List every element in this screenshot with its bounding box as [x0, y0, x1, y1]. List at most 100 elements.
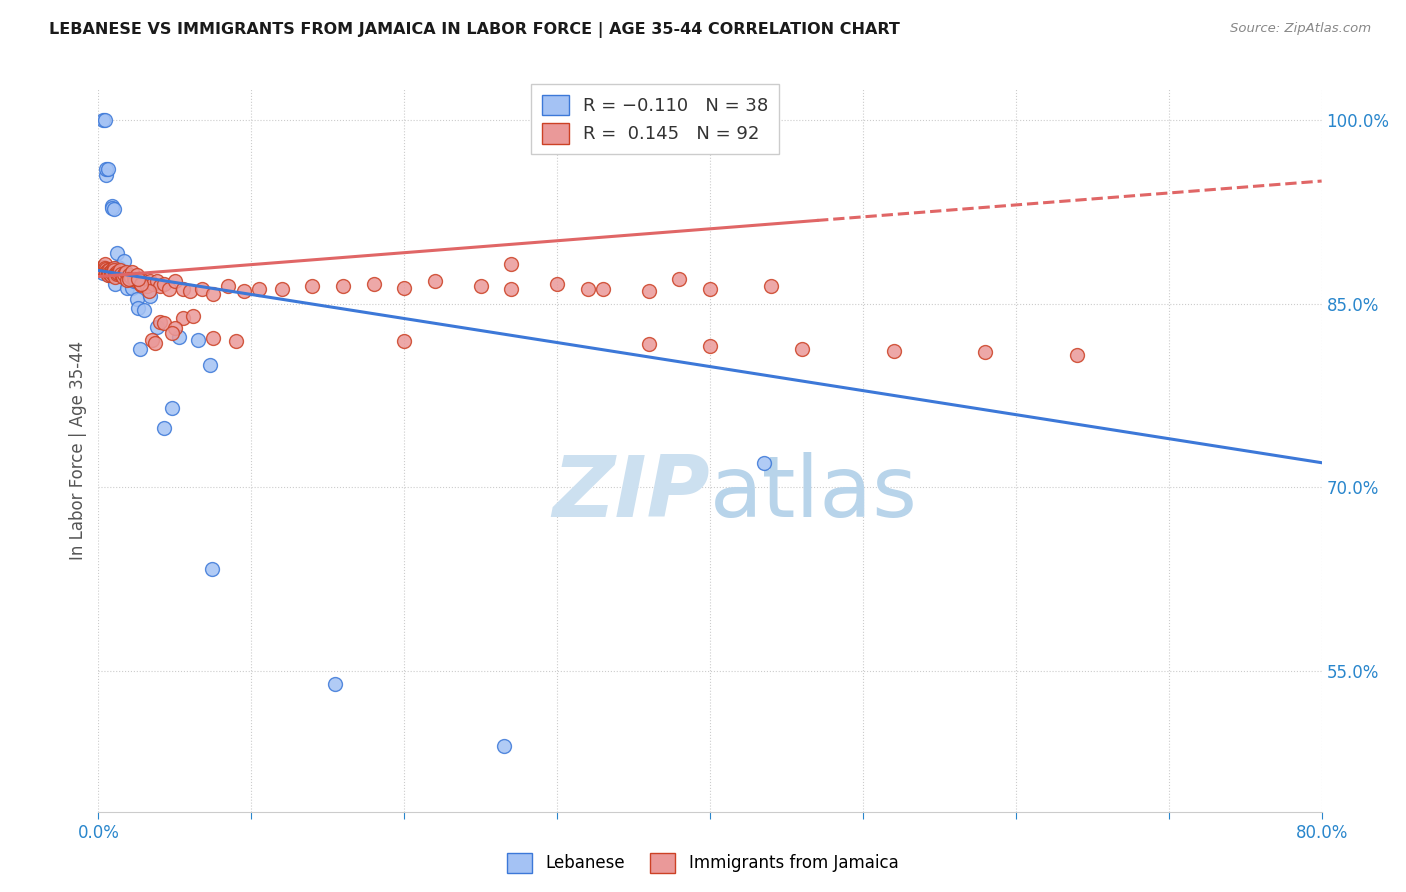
- Point: [91, 260, 114, 274]
- Point: [187, 333, 209, 347]
- Point: [97, 268, 120, 283]
- Point: [332, 279, 354, 293]
- Point: [325, 677, 347, 691]
- Point: [492, 739, 515, 753]
- Point: [97, 266, 120, 280]
- Point: [127, 272, 149, 286]
- Point: [97, 263, 120, 277]
- Point: [94, 265, 117, 279]
- Point: [145, 319, 167, 334]
- Point: [121, 265, 143, 279]
- Point: [98, 265, 121, 279]
- Point: [163, 275, 186, 289]
- Point: [699, 339, 721, 353]
- Point: [392, 334, 416, 349]
- Point: [232, 285, 254, 299]
- Point: [120, 272, 142, 286]
- Point: [101, 198, 124, 212]
- Point: [181, 309, 204, 323]
- Point: [100, 265, 122, 279]
- Point: [160, 326, 183, 340]
- Point: [91, 262, 114, 277]
- Point: [129, 278, 152, 293]
- Point: [94, 262, 117, 277]
- Point: [198, 358, 221, 372]
- Point: [103, 260, 125, 275]
- Point: [100, 266, 122, 280]
- Point: [163, 321, 186, 335]
- Point: [225, 334, 247, 349]
- Point: [149, 315, 172, 329]
- Point: [93, 260, 115, 275]
- Point: [470, 279, 492, 293]
- Point: [127, 301, 149, 316]
- Point: [117, 280, 139, 294]
- Point: [110, 267, 132, 281]
- Point: [138, 285, 160, 299]
- Text: Source: ZipAtlas.com: Source: ZipAtlas.com: [1230, 22, 1371, 36]
- Point: [149, 279, 172, 293]
- Point: [301, 279, 323, 293]
- Text: LEBANESE VS IMMIGRANTS FROM JAMAICA IN LABOR FORCE | AGE 35-44 CORRELATION CHART: LEBANESE VS IMMIGRANTS FROM JAMAICA IN L…: [49, 22, 900, 38]
- Point: [101, 266, 124, 280]
- Point: [592, 282, 614, 296]
- Point: [104, 267, 127, 281]
- Point: [200, 562, 222, 576]
- Point: [501, 257, 523, 271]
- Point: [105, 246, 128, 260]
- Point: [127, 273, 149, 287]
- Point: [752, 456, 775, 470]
- Point: [169, 329, 191, 343]
- Point: [94, 168, 117, 182]
- Point: [217, 279, 239, 293]
- Point: [883, 344, 905, 359]
- Point: [423, 275, 446, 289]
- Point: [104, 269, 127, 284]
- Point: [637, 285, 661, 299]
- Point: [546, 277, 568, 291]
- Text: atlas: atlas: [710, 452, 918, 535]
- Point: [100, 268, 122, 283]
- Point: [112, 253, 135, 268]
- Point: [125, 268, 148, 283]
- Point: [104, 277, 127, 291]
- Point: [1066, 348, 1088, 362]
- Point: [699, 282, 721, 296]
- Point: [145, 275, 167, 289]
- Point: [172, 311, 194, 326]
- Point: [115, 265, 138, 279]
- Point: [392, 280, 416, 294]
- Point: [98, 263, 121, 277]
- Point: [139, 275, 162, 289]
- Point: [111, 269, 134, 284]
- Point: [98, 268, 121, 283]
- Point: [160, 401, 183, 415]
- Point: [142, 277, 165, 291]
- Point: [576, 282, 599, 296]
- Point: [153, 316, 176, 330]
- Point: [98, 266, 121, 280]
- Point: [157, 282, 180, 296]
- Point: [143, 335, 166, 350]
- Point: [270, 282, 292, 296]
- Point: [247, 282, 270, 296]
- Point: [93, 112, 115, 127]
- Point: [121, 280, 143, 294]
- Point: [668, 272, 690, 286]
- Point: [759, 279, 782, 293]
- Point: [105, 265, 128, 279]
- Point: [124, 273, 146, 287]
- Point: [128, 342, 150, 356]
- Y-axis label: In Labor Force | Age 35-44: In Labor Force | Age 35-44: [69, 341, 87, 560]
- Point: [90, 260, 112, 275]
- Point: [153, 421, 176, 435]
- Point: [202, 286, 225, 301]
- Point: [179, 285, 201, 299]
- Point: [91, 266, 114, 280]
- Text: ZIP: ZIP: [553, 452, 710, 535]
- Point: [105, 267, 128, 281]
- Point: [118, 272, 141, 286]
- Point: [172, 282, 194, 296]
- Point: [94, 161, 117, 176]
- Point: [790, 342, 813, 356]
